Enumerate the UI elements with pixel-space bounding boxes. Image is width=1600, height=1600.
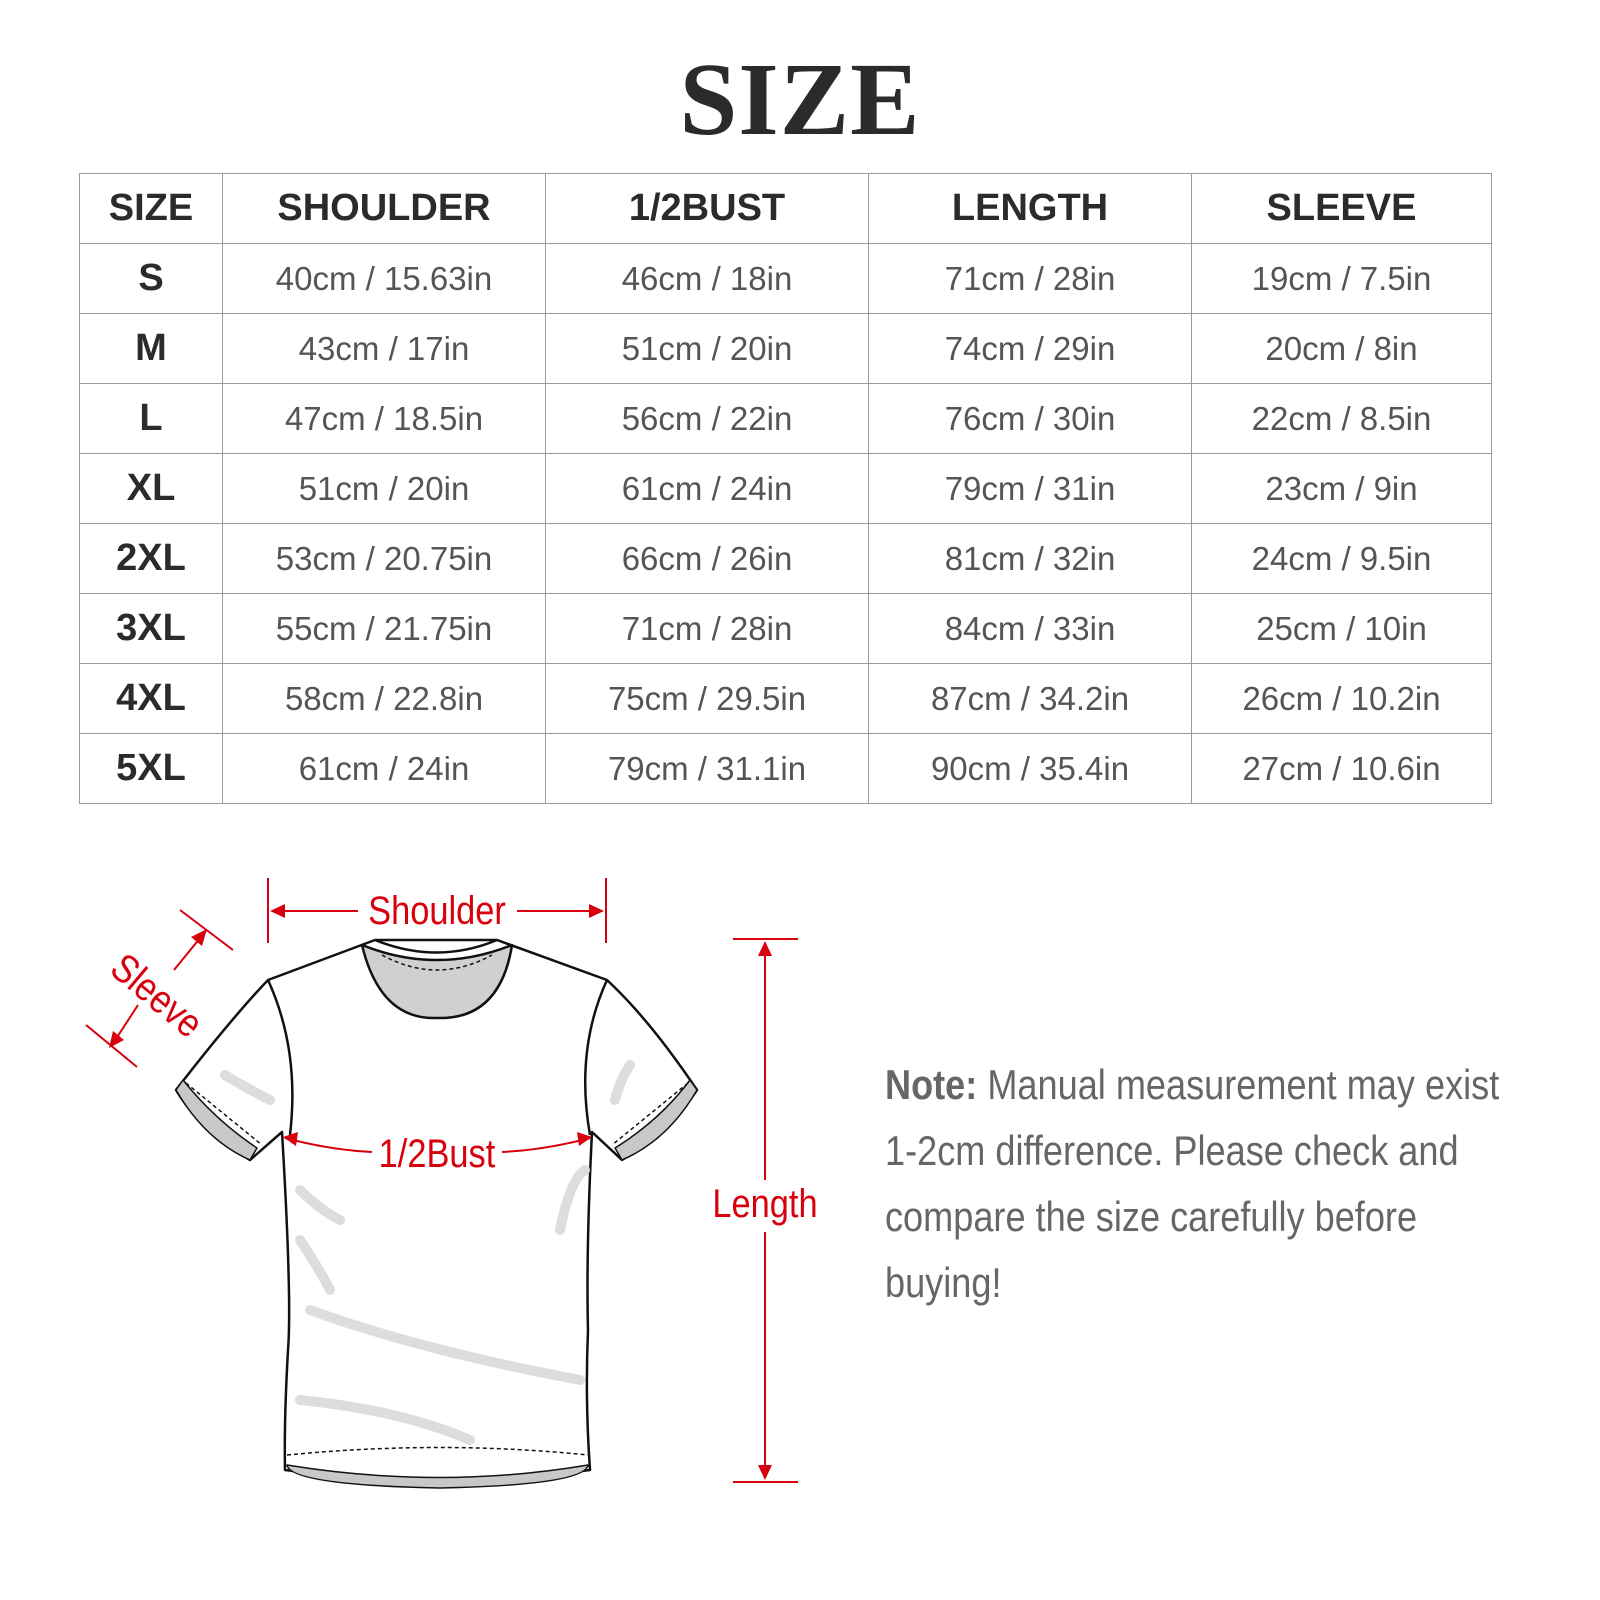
size-table: SIZE SHOULDER 1/2BUST LENGTH SLEEVE S 40c… — [79, 173, 1492, 804]
table-row: 4XL 58cm / 22.8in 75cm / 29.5in 87cm / 34.2… — [79, 663, 1492, 734]
cell-sleeve: 23cm / 9in — [1191, 453, 1492, 524]
cell-bust: 71cm / 28in — [545, 593, 869, 664]
cell-shoulder: 61cm / 24in — [222, 733, 546, 804]
cell-size: XL — [79, 453, 223, 524]
cell-sleeve: 24cm / 9.5in — [1191, 523, 1492, 594]
table-row: XL 51cm / 20in 61cm / 24in 79cm / 31in 23cm … — [79, 453, 1492, 524]
cell-sleeve: 25cm / 10in — [1191, 593, 1492, 664]
cell-sleeve: 27cm / 10.6in — [1191, 733, 1492, 804]
page-title: SIZE — [679, 42, 921, 157]
cell-length: 76cm / 30in — [868, 383, 1192, 454]
cell-bust: 66cm / 26in — [545, 523, 869, 594]
cell-length: 71cm / 28in — [868, 243, 1192, 314]
cell-bust: 61cm / 24in — [545, 453, 869, 524]
cell-bust: 46cm / 18in — [545, 243, 869, 314]
cell-shoulder: 51cm / 20in — [222, 453, 546, 524]
cell-shoulder: 58cm / 22.8in — [222, 663, 546, 734]
measurement-note: Note: Manual measurement may exist 1-2cm… — [885, 1052, 1521, 1316]
cell-sleeve: 20cm / 8in — [1191, 313, 1492, 384]
cell-length: 81cm / 32in — [868, 523, 1192, 594]
shoulder-label: Shoulder — [368, 888, 506, 933]
cell-length: 74cm / 29in — [868, 313, 1192, 384]
cell-sleeve: 22cm / 8.5in — [1191, 383, 1492, 454]
cell-bust: 51cm / 20in — [545, 313, 869, 384]
note-label: Note: — [885, 1061, 978, 1108]
tshirt-icon — [174, 938, 699, 1489]
cell-sleeve: 26cm / 10.2in — [1191, 663, 1492, 734]
cell-bust: 75cm / 29.5in — [545, 663, 869, 734]
cell-size: S — [79, 243, 223, 314]
cell-sleeve: 19cm / 7.5in — [1191, 243, 1492, 314]
table-row: 5XL 61cm / 24in 79cm / 31.1in 90cm / 35.4in… — [79, 733, 1492, 804]
header-sleeve: SLEEVE — [1191, 173, 1492, 244]
cell-shoulder: 53cm / 20.75in — [222, 523, 546, 594]
cell-size: 5XL — [79, 733, 223, 804]
cell-shoulder: 55cm / 21.75in — [222, 593, 546, 664]
cell-shoulder: 40cm / 15.63in — [222, 243, 546, 314]
bust-label: 1/2Bust — [379, 1131, 496, 1176]
table-row: M 43cm / 17in 51cm / 20in 74cm / 29in 20cm /… — [79, 313, 1492, 384]
cell-bust: 56cm / 22in — [545, 383, 869, 454]
cell-shoulder: 43cm / 17in — [222, 313, 546, 384]
cell-length: 84cm / 33in — [868, 593, 1192, 664]
header-length: LENGTH — [868, 173, 1192, 244]
cell-size: 3XL — [79, 593, 223, 664]
cell-size: L — [79, 383, 223, 454]
note-text: Manual measurement may exist 1-2cm diffe… — [885, 1061, 1500, 1306]
header-bust: 1/2BUST — [545, 173, 869, 244]
table-header-row: SIZE SHOULDER 1/2BUST LENGTH SLEEVE — [79, 173, 1492, 244]
length-label: Length — [712, 1181, 817, 1226]
table-row: 3XL 55cm / 21.75in 71cm / 28in 84cm / 33in 2… — [79, 593, 1492, 664]
table-row: L 47cm / 18.5in 56cm / 22in 76cm / 30in 22cm… — [79, 383, 1492, 454]
table-row: 2XL 53cm / 20.75in 66cm / 26in 81cm / 32in 2… — [79, 523, 1492, 594]
cell-size: M — [79, 313, 223, 384]
table-row: S 40cm / 15.63in 46cm / 18in 71cm / 28in 19c… — [79, 243, 1492, 314]
cell-length: 90cm / 35.4in — [868, 733, 1192, 804]
sleeve-label: Sleeve — [102, 944, 212, 1046]
header-size: SIZE — [79, 173, 223, 244]
cell-size: 4XL — [79, 663, 223, 734]
measurement-arrows — [85, 878, 798, 1483]
cell-bust: 79cm / 31.1in — [545, 733, 869, 804]
